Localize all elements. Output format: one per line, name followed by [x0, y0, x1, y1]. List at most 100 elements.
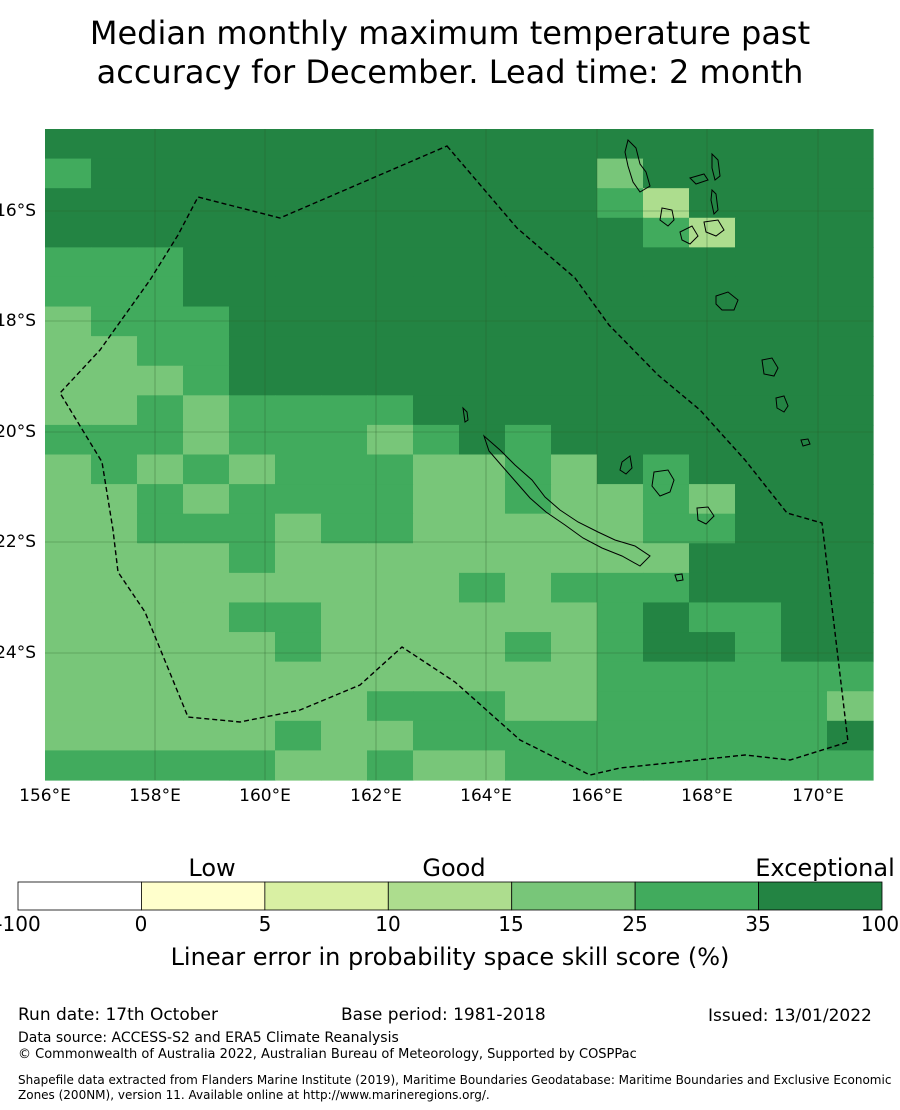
heatmap-cell	[735, 247, 782, 278]
heatmap-cell	[183, 365, 230, 396]
heatmap-cell	[689, 602, 736, 633]
heatmap-cell	[367, 750, 414, 781]
heatmap-cell	[183, 484, 230, 515]
heatmap-cell	[321, 632, 368, 663]
heatmap-cell	[137, 661, 184, 692]
colorbar-category-good: Good	[422, 854, 486, 882]
heatmap-cell	[45, 454, 92, 485]
belep-islets	[462, 406, 469, 423]
heatmap-cell	[183, 691, 230, 722]
heatmap-cell	[459, 750, 506, 781]
heatmap-cell	[781, 336, 828, 367]
heatmap-cell	[551, 336, 598, 367]
heatmap-cell	[735, 188, 782, 219]
heatmap-cell	[321, 750, 368, 781]
heatmap-cell	[459, 276, 506, 308]
colorbar-segment	[17, 881, 142, 911]
heatmap-cell	[45, 632, 92, 663]
heatmap-cell	[459, 247, 506, 278]
heatmap-cell	[459, 424, 506, 456]
heatmap-cell	[183, 158, 230, 189]
heatmap-cell	[827, 661, 874, 692]
heatmap-cell	[551, 188, 598, 219]
heatmap-cell	[551, 306, 598, 337]
heatmap-cell	[551, 395, 598, 426]
heatmap-cell	[413, 247, 460, 278]
heatmap-cell	[183, 129, 230, 160]
title-line-2: accuracy for December. Lead time: 2 mont…	[96, 53, 804, 91]
heatmap-cell	[643, 720, 690, 752]
heatmap-cell	[229, 217, 276, 248]
heatmap-cell	[275, 484, 322, 515]
heatmap-cell	[689, 484, 736, 515]
heatmap-cell	[321, 424, 368, 456]
heatmap-cell	[689, 424, 736, 456]
heatmap-cell	[689, 632, 736, 663]
heatmap-cell	[91, 306, 138, 337]
heatmap-cell	[367, 484, 414, 515]
heatmap-cell	[735, 720, 782, 752]
heatmap-cell	[643, 691, 690, 722]
heatmap-cell	[45, 750, 92, 781]
heatmap-cell	[735, 395, 782, 426]
colorbar-tick-label: 15	[498, 912, 524, 936]
heatmap-cell	[735, 306, 782, 337]
heatmap-cell	[459, 513, 506, 544]
heatmap-cell	[275, 632, 322, 663]
heatmap-cell	[275, 395, 322, 426]
eez-boundary	[59, 145, 849, 776]
heatmap-cell	[229, 543, 276, 574]
heatmap-cell	[551, 513, 598, 544]
heatmap-cell	[459, 217, 506, 248]
heatmap-cell	[91, 691, 138, 722]
heatmap-cell	[45, 188, 92, 219]
heatmap-cell	[781, 217, 828, 248]
heatmap-cell	[45, 543, 92, 574]
heatmap-cell	[551, 365, 598, 396]
heatmap-cell	[229, 306, 276, 337]
heatmap-cell	[275, 602, 322, 633]
heatmap-cell	[137, 454, 184, 485]
heatmap-cell	[505, 632, 552, 663]
heatmap-cell	[735, 632, 782, 663]
heatmap-cell	[597, 365, 644, 396]
heatmap-cell	[45, 336, 92, 367]
heatmap-cell	[45, 306, 92, 337]
heatmap-cell	[45, 691, 92, 722]
heatmap-cell	[551, 691, 598, 722]
lon-tick-label: 170°E	[792, 786, 844, 806]
heatmap-cell	[643, 217, 690, 248]
colorbar-segment	[264, 881, 389, 911]
heatmap-cell	[689, 395, 736, 426]
heatmap-cell	[505, 247, 552, 278]
heatmap-cell	[275, 247, 322, 278]
heatmap-cell	[689, 543, 736, 574]
heatmap-cell	[183, 513, 230, 544]
heatmap-cell	[643, 336, 690, 367]
heatmap-cell	[781, 513, 828, 544]
heatmap-cell	[183, 336, 230, 367]
lon-tick-label: 158°E	[129, 786, 181, 806]
heatmap-cell	[781, 188, 828, 219]
heatmap-cell	[275, 454, 322, 485]
heatmap-cell	[137, 395, 184, 426]
vanuatu-epi	[703, 219, 725, 237]
heatmap-cell	[459, 543, 506, 574]
heatmap-cell	[275, 543, 322, 574]
heatmap-cell	[367, 720, 414, 752]
heatmap-cell	[91, 217, 138, 248]
heatmap-cell	[91, 454, 138, 485]
colorbar-category-low: Low	[188, 854, 236, 882]
heatmap-cell	[551, 276, 598, 308]
heatmap-cell	[321, 365, 368, 396]
heatmap-cell	[735, 661, 782, 692]
heatmap-cell	[413, 276, 460, 308]
heatmap-cell	[321, 691, 368, 722]
heatmap-cell	[781, 454, 828, 485]
heatmap-cell	[137, 217, 184, 248]
heatmap-cell	[643, 158, 690, 189]
heatmap-cell	[229, 720, 276, 752]
heatmap-cell	[275, 217, 322, 248]
heatmap-cell	[551, 632, 598, 663]
heatmap-cell	[505, 750, 552, 781]
